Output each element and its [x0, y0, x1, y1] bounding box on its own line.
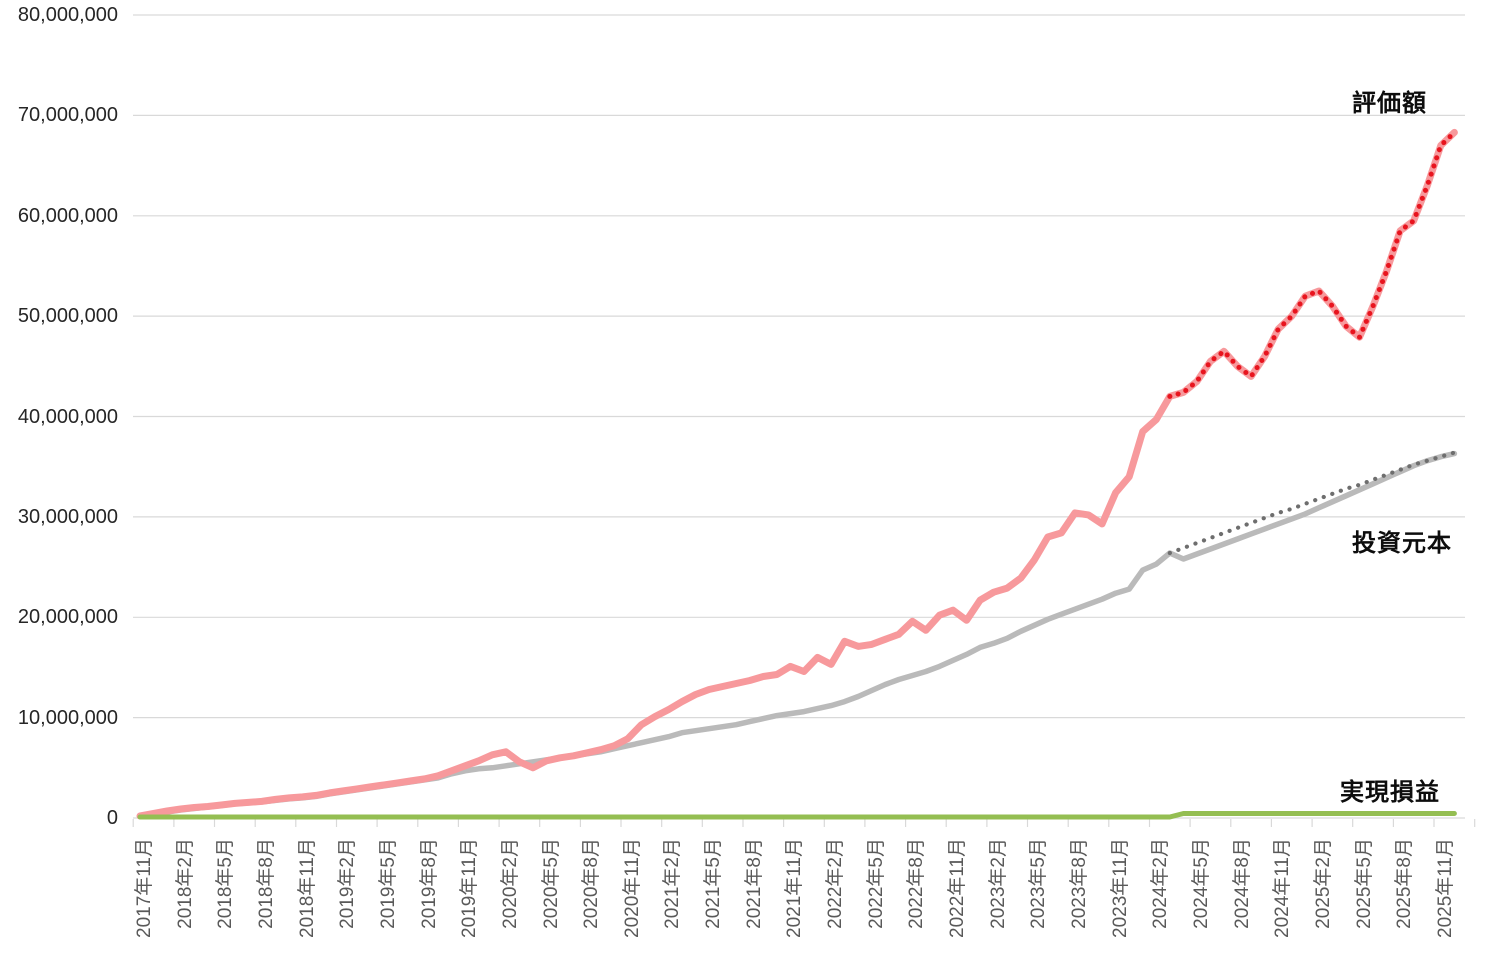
- x-axis-label: 2025年11月: [1434, 838, 1456, 938]
- x-axis-label: 2020年5月: [540, 838, 562, 929]
- series-line-realized: [137, 811, 1457, 820]
- x-axis-label: 2024年8月: [1231, 838, 1253, 929]
- x-axis-label: 2017年11月: [134, 838, 155, 938]
- y-axis-label: 80,000,000: [17, 4, 118, 26]
- x-axis-label: 2024年11月: [1272, 838, 1294, 938]
- x-axis-label: 2022年11月: [947, 838, 968, 938]
- x-axis-label: 2024年5月: [1190, 838, 1212, 929]
- x-axis-label: 2021年5月: [703, 838, 725, 929]
- x-axis-label: 2020年11月: [621, 838, 643, 938]
- series-label-principal: 投資元本: [1352, 530, 1452, 557]
- x-axis-label: 2018年8月: [255, 838, 277, 929]
- series-line-principal: [137, 450, 1458, 819]
- y-axis-label: 0: [106, 807, 118, 829]
- x-axis-label: 2021年8月: [743, 838, 765, 929]
- y-axis-label: 10,000,000: [17, 706, 118, 729]
- y-axis-label: 20,000,000: [17, 606, 118, 629]
- series-label-valuation: 評価額: [1352, 90, 1427, 117]
- series-line-valuation-dotted: [1167, 129, 1457, 399]
- x-axis-label: 2025年5月: [1353, 838, 1375, 929]
- x-axis-label: 2022年2月: [825, 838, 847, 929]
- series-line-valuation: [136, 128, 1458, 820]
- x-axis-label: 2021年11月: [784, 838, 806, 938]
- y-axis-label: 50,000,000: [17, 305, 118, 328]
- x-axis-label: 2023年8月: [1068, 838, 1090, 929]
- series-label-realized: 実現損益: [1340, 779, 1440, 806]
- x-axis-label: 2023年2月: [987, 838, 1009, 929]
- y-axis-label: 40,000,000: [17, 405, 118, 428]
- x-axis-label: 2022年5月: [865, 838, 887, 929]
- x-axis-label: 2018年2月: [174, 838, 196, 929]
- x-axis-label: 2019年8月: [418, 838, 440, 929]
- x-axis-label: 2020年8月: [581, 838, 603, 929]
- x-axis-label: 2021年2月: [662, 838, 684, 929]
- x-axis-label: 2025年8月: [1394, 838, 1416, 929]
- x-axis-label: 2019年11月: [459, 838, 481, 938]
- x-axis-label: 2020年2月: [499, 838, 521, 929]
- y-axis-label: 60,000,000: [17, 204, 118, 227]
- x-axis-label: 2024年2月: [1150, 838, 1172, 929]
- x-axis-label: 2025年2月: [1312, 838, 1334, 929]
- x-axis-label: 2023年5月: [1028, 838, 1050, 929]
- x-axis-label: 2019年5月: [377, 838, 399, 929]
- y-axis-label: 70,000,000: [17, 104, 118, 127]
- x-axis-label: 2018年5月: [215, 838, 237, 929]
- y-axis-label: 30,000,000: [17, 505, 118, 528]
- x-axis-label: 2022年8月: [906, 838, 928, 929]
- x-axis-label: 2018年11月: [296, 838, 318, 938]
- x-axis-label: 2023年11月: [1109, 838, 1131, 938]
- x-axis-label: 2019年2月: [337, 838, 359, 929]
